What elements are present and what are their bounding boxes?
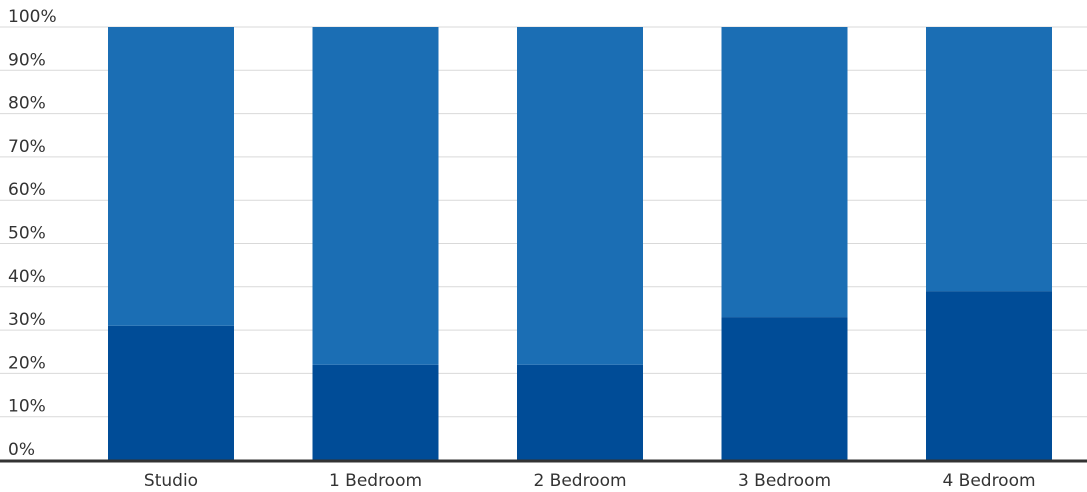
- y-tick-label: 10%: [8, 397, 46, 417]
- y-tick-label: 80%: [8, 94, 46, 114]
- bar-segment: [517, 27, 643, 365]
- y-axis-tick-labels: 0% 10% 20% 30% 40% 50% 60% 70% 80% 90% 100%: [8, 7, 57, 460]
- y-tick-label: 60%: [8, 180, 46, 200]
- x-category-label: 1 Bedroom: [329, 471, 422, 491]
- y-tick-label: 50%: [8, 224, 46, 244]
- bars: [108, 27, 1052, 460]
- x-category-label: 2 Bedroom: [533, 471, 626, 491]
- bar-segment: [721, 317, 848, 460]
- bar-segment: [926, 291, 1052, 460]
- bar-segment: [517, 364, 643, 460]
- x-axis-category-labels: Studio 1 Bedroom 2 Bedroom 3 Bedroom 4 Bedro…: [144, 471, 1036, 491]
- y-tick-label: 70%: [8, 137, 46, 157]
- bar-segment: [926, 27, 1052, 292]
- x-category-label: 4 Bedroom: [942, 471, 1035, 491]
- bar-segment: [108, 325, 234, 460]
- bar-segment: [721, 27, 848, 318]
- y-tick-label: 90%: [8, 50, 46, 70]
- bar-segment: [108, 27, 234, 326]
- bar-segment: [312, 27, 439, 365]
- x-category-label: 3 Bedroom: [738, 471, 831, 491]
- y-tick-label: 40%: [8, 267, 46, 287]
- bar-segment: [312, 364, 439, 460]
- y-tick-label: 0%: [8, 440, 35, 460]
- y-tick-label: 20%: [8, 353, 46, 373]
- y-tick-label: 100%: [8, 7, 57, 27]
- x-category-label: Studio: [144, 471, 198, 491]
- y-tick-label: 30%: [8, 310, 46, 330]
